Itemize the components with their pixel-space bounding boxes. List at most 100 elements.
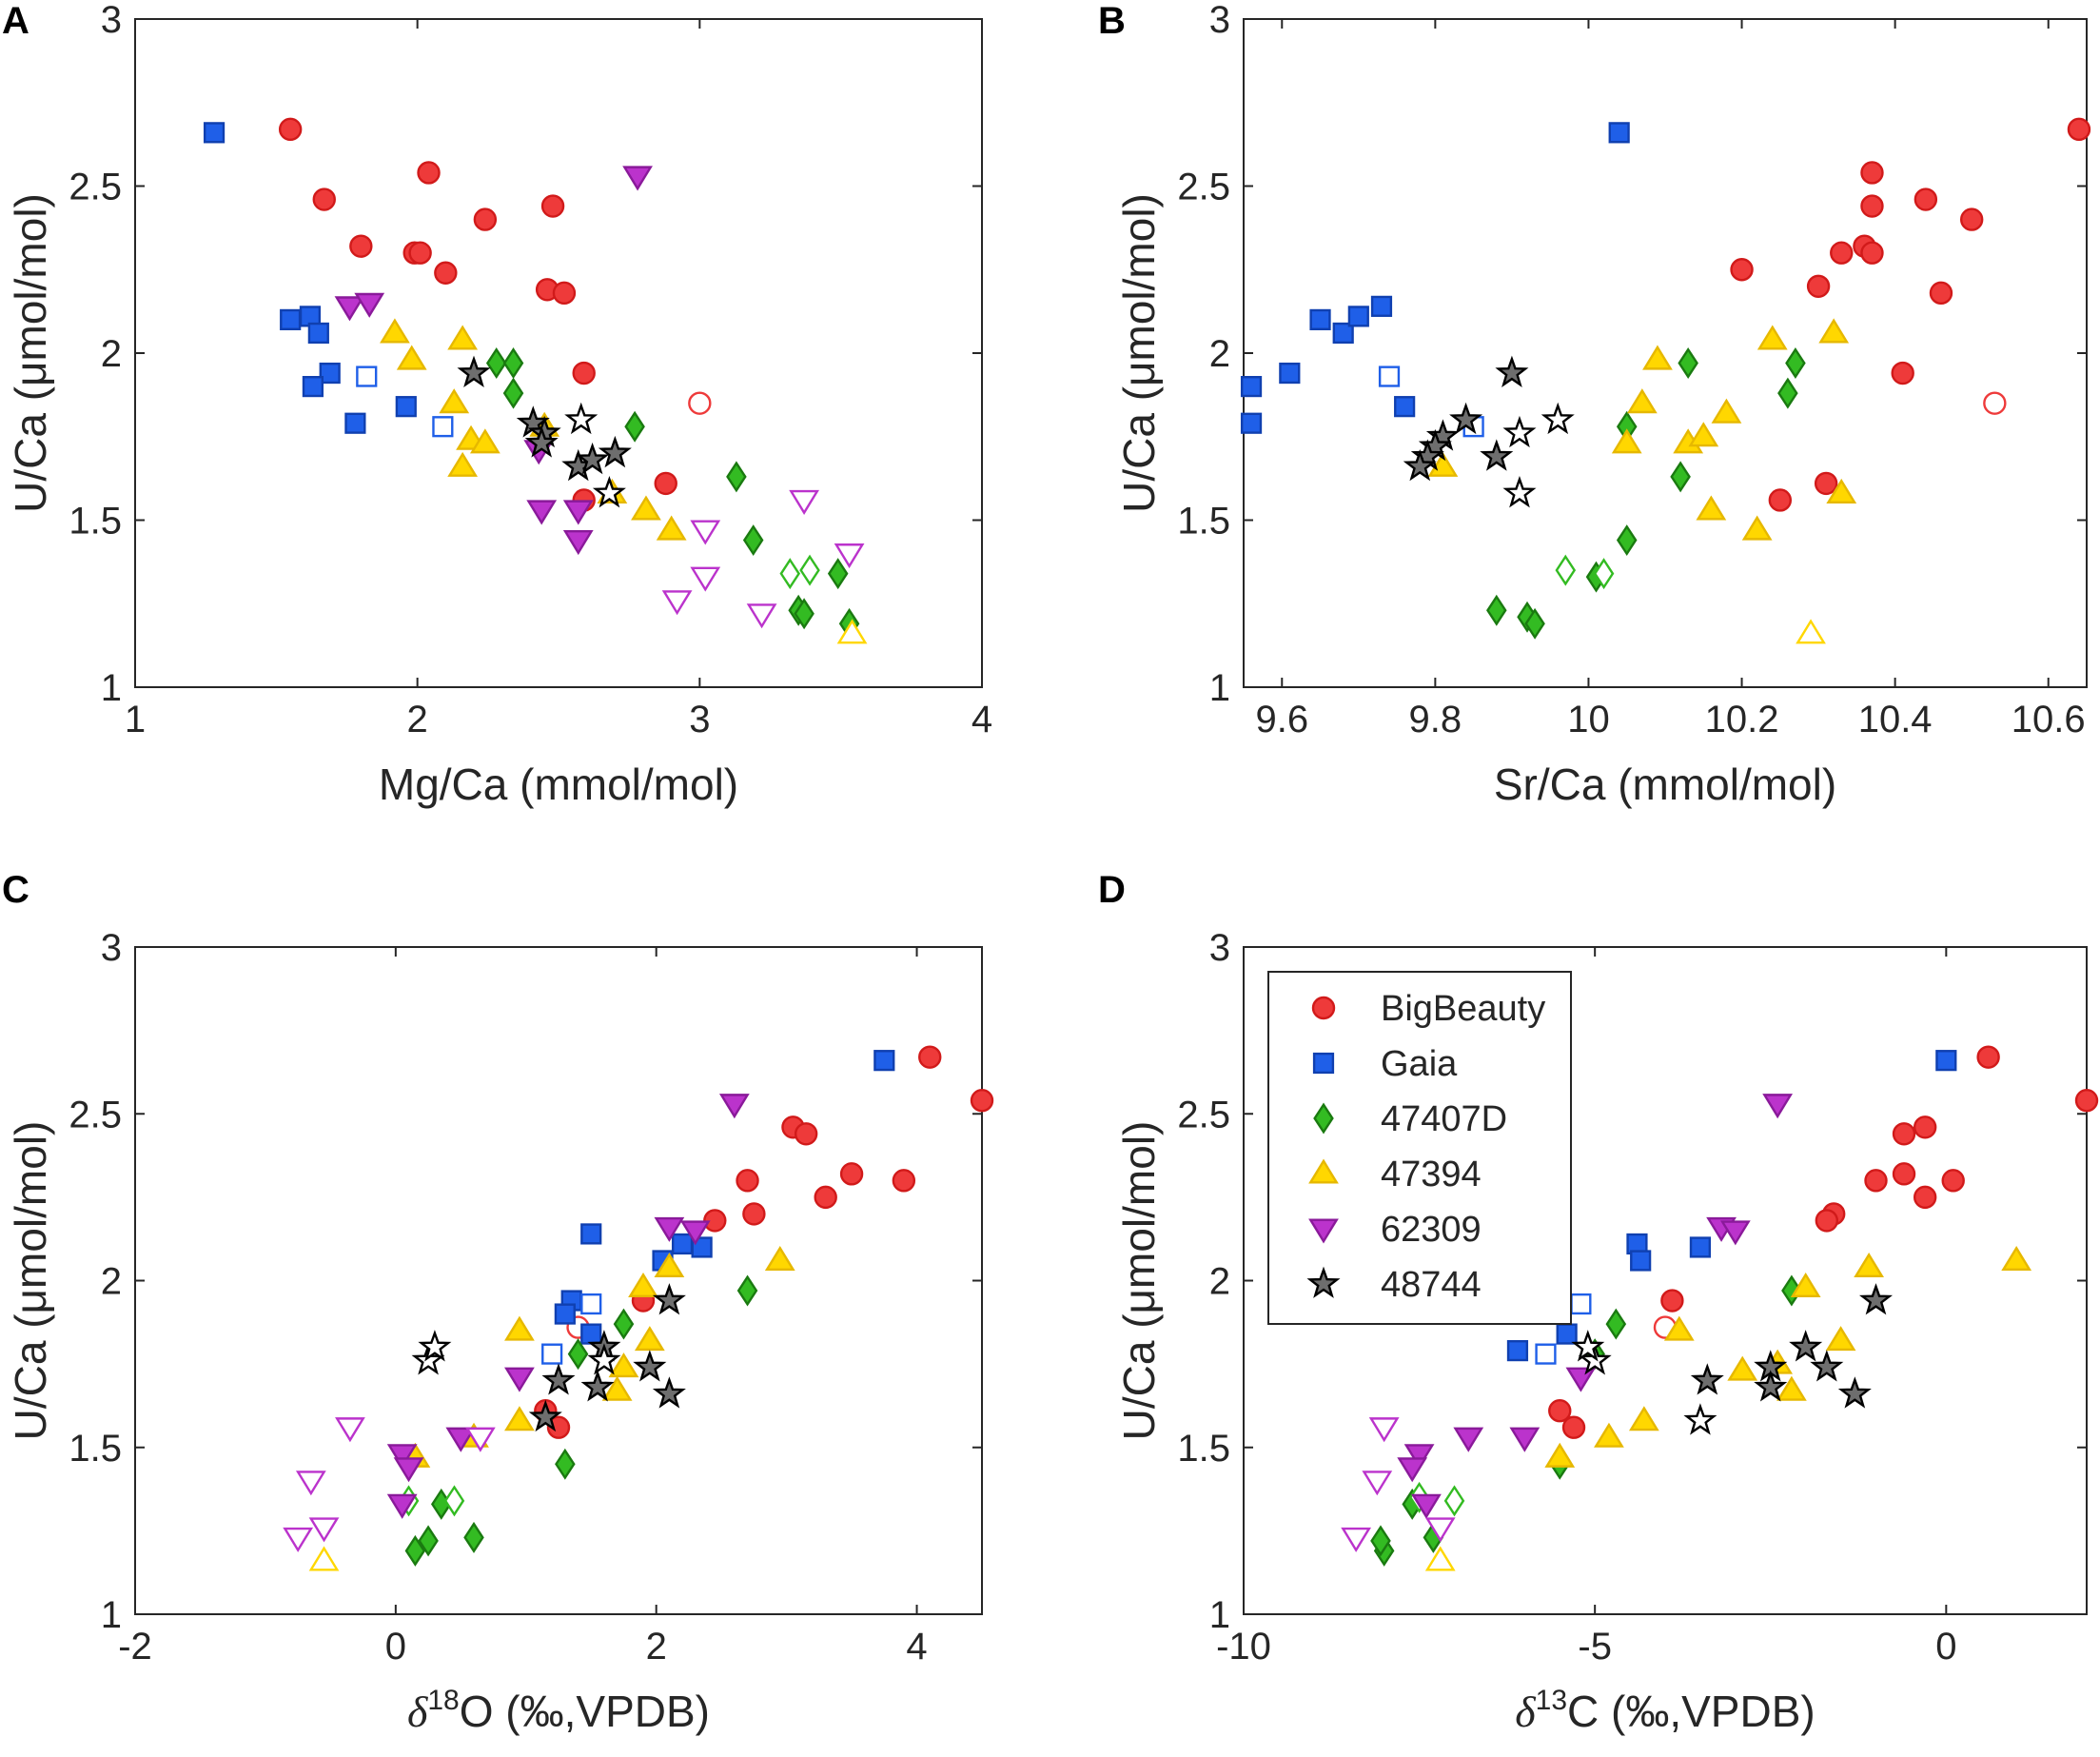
- data-point: [654, 1216, 685, 1242]
- data-point: [1502, 415, 1537, 448]
- y-axis-label: U/Ca (μmol/mol): [6, 193, 55, 513]
- series-62309: [334, 166, 865, 629]
- data-point: [283, 1527, 314, 1552]
- data-point: [504, 1315, 535, 1341]
- data-point: [540, 194, 565, 218]
- data-point: [652, 1376, 686, 1409]
- data-point: [541, 1363, 576, 1395]
- data-point: [580, 1223, 602, 1245]
- data-point: [1524, 607, 1545, 640]
- data-point: [432, 416, 454, 438]
- data-point: [417, 161, 441, 185]
- data-point: [396, 345, 427, 370]
- series-48744: [1571, 1283, 1894, 1435]
- x-tick-label: 2: [407, 699, 428, 740]
- data-point: [1502, 476, 1537, 508]
- data-point: [541, 1343, 563, 1365]
- data-point: [1696, 495, 1727, 521]
- data-point: [464, 1427, 496, 1452]
- data-point: [601, 1375, 633, 1401]
- data-point: [1541, 402, 1575, 435]
- x-tick-label: 1: [125, 699, 146, 740]
- panel-letter-b: B: [1098, 0, 1126, 42]
- series-62309: [283, 1094, 750, 1552]
- data-point: [622, 166, 653, 191]
- data-point: [335, 1417, 365, 1443]
- data-point: [1370, 295, 1393, 317]
- data-point: [836, 619, 868, 644]
- data-point: [624, 410, 645, 443]
- x-tick-label: -10: [1216, 1626, 1271, 1668]
- x-tick-label: 0: [385, 1626, 406, 1668]
- data-point: [1570, 1293, 1592, 1315]
- data-point: [1891, 361, 1914, 385]
- data-point: [1730, 258, 1754, 282]
- series-47407d: [485, 347, 860, 640]
- y-tick-label: 2: [101, 1261, 122, 1303]
- data-point: [1860, 161, 1884, 185]
- plot-area-frame: [134, 18, 983, 688]
- panel-letter-a: A: [2, 0, 29, 42]
- data-point: [434, 261, 458, 285]
- data-point: [546, 1415, 571, 1439]
- data-point: [628, 1273, 658, 1298]
- data-point: [319, 362, 341, 385]
- x-tick-label: 4: [906, 1626, 927, 1668]
- panel-b: B 9.6 9.8 10 10.2 10.4 10.6 1 1.5 2 2.5 3 Sr/Ca (mm…: [1098, 0, 2091, 809]
- data-point: [1796, 619, 1826, 644]
- legend-marker: [1306, 1266, 1341, 1298]
- x-tick-label: 2: [646, 1626, 667, 1668]
- data-point: [1535, 1343, 1557, 1365]
- y-axis-label: U/Ca (μmol/mol): [1114, 1121, 1164, 1441]
- data-point: [746, 603, 777, 629]
- data-point: [1688, 422, 1719, 447]
- data-point: [308, 1546, 340, 1571]
- data-point: [631, 495, 661, 521]
- data-point: [1777, 377, 1798, 409]
- data-point: [528, 1399, 562, 1432]
- data-point: [1495, 355, 1529, 387]
- data-point: [718, 1094, 750, 1119]
- data-point: [447, 325, 479, 350]
- y-tick-label: 1.5: [69, 501, 122, 543]
- data-point: [799, 554, 820, 586]
- data-point: [1608, 122, 1630, 144]
- data-point: [1818, 318, 1850, 344]
- data-point: [1341, 1527, 1372, 1552]
- data-point: [1411, 1493, 1442, 1519]
- y-tick-label: 2.5: [1177, 167, 1230, 208]
- data-point: [1424, 1517, 1456, 1543]
- legend-label: BigBeauty: [1381, 989, 1545, 1029]
- plot-area-frame: [134, 946, 983, 1615]
- data-point: [834, 543, 865, 569]
- legend-marker: [1311, 996, 1336, 1020]
- data-point: [1394, 396, 1416, 418]
- data-point: [1556, 1323, 1578, 1345]
- data-point: [1378, 365, 1401, 387]
- data-point: [344, 412, 366, 434]
- data-point: [386, 1444, 418, 1470]
- data-point: [418, 1525, 439, 1557]
- legend-label: 47394: [1381, 1155, 1482, 1194]
- data-point: [1544, 1442, 1576, 1468]
- data-point: [587, 1343, 621, 1375]
- data-point: [386, 1493, 418, 1519]
- series-gaia: [541, 1050, 895, 1365]
- data-point: [1929, 281, 1953, 306]
- y-axis-label: U/Ca (μmol/mol): [1114, 193, 1164, 513]
- data-point: [302, 376, 324, 398]
- data-point: [892, 1169, 916, 1193]
- data-point: [1683, 1403, 1717, 1435]
- data-point: [671, 1233, 694, 1255]
- data-point: [1449, 402, 1483, 435]
- y-tick-label: 1: [1209, 667, 1230, 709]
- data-point: [1858, 1283, 1894, 1315]
- data-point: [690, 520, 721, 545]
- data-point: [572, 361, 596, 385]
- data-point: [1914, 188, 1938, 211]
- data-point: [679, 1220, 711, 1246]
- data-point: [764, 1245, 795, 1272]
- series-bigbeauty: [1730, 117, 2091, 512]
- panel-letter-d: D: [1098, 869, 1126, 911]
- data-point: [504, 1367, 535, 1392]
